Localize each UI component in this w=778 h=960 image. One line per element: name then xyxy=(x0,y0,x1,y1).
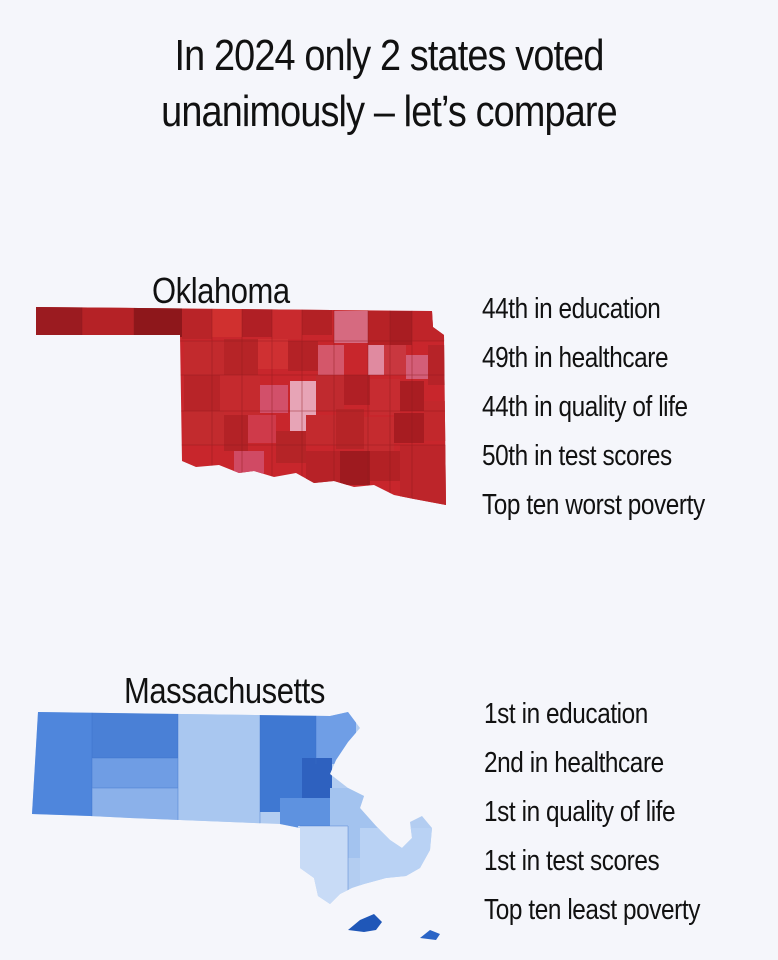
massachusetts-fact: 1st in test scores xyxy=(484,845,660,877)
massachusetts-facts: 1st in education 2nd in healthcare 1st i… xyxy=(484,690,700,935)
massachusetts-fact: 2nd in healthcare xyxy=(484,747,664,779)
oklahoma-map xyxy=(36,307,446,505)
marthas-vineyard-island xyxy=(348,914,382,932)
oklahoma-fact: 49th in healthcare xyxy=(482,342,669,374)
massachusetts-label: Massachusetts xyxy=(124,670,325,711)
massachusetts-fact: 1st in education xyxy=(484,698,648,730)
headline-line-1: In 2024 only 2 states voted xyxy=(174,31,604,80)
massachusetts-fact: Top ten least poverty xyxy=(484,894,700,926)
headline-line-2: unanimously – let’s compare xyxy=(161,87,617,136)
oklahoma-fact: Top ten worst poverty xyxy=(482,489,705,521)
nantucket-island xyxy=(420,930,440,940)
headline: In 2024 only 2 states voted unanimously … xyxy=(54,28,723,140)
oklahoma-fact: 44th in education xyxy=(482,293,661,325)
oklahoma-facts: 44th in education 49th in healthcare 44t… xyxy=(482,285,705,530)
oklahoma-fact: 50th in test scores xyxy=(482,440,672,472)
massachusetts-map xyxy=(32,712,440,940)
oklahoma-label: Oklahoma xyxy=(152,270,290,311)
oklahoma-fact: 44th in quality of life xyxy=(482,391,688,423)
massachusetts-fact: 1st in quality of life xyxy=(484,796,676,828)
